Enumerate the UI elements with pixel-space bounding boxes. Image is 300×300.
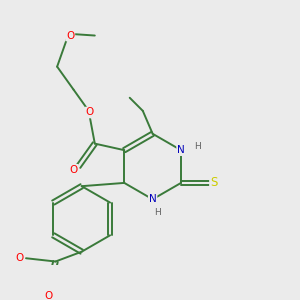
Text: N: N — [149, 194, 157, 204]
Text: O: O — [66, 31, 74, 40]
Text: O: O — [45, 291, 53, 300]
Text: N: N — [177, 145, 185, 155]
Text: O: O — [15, 253, 24, 263]
Text: O: O — [86, 107, 94, 118]
Text: S: S — [210, 176, 218, 189]
Text: H: H — [194, 142, 201, 152]
Text: H: H — [154, 208, 161, 217]
Text: O: O — [69, 165, 78, 175]
